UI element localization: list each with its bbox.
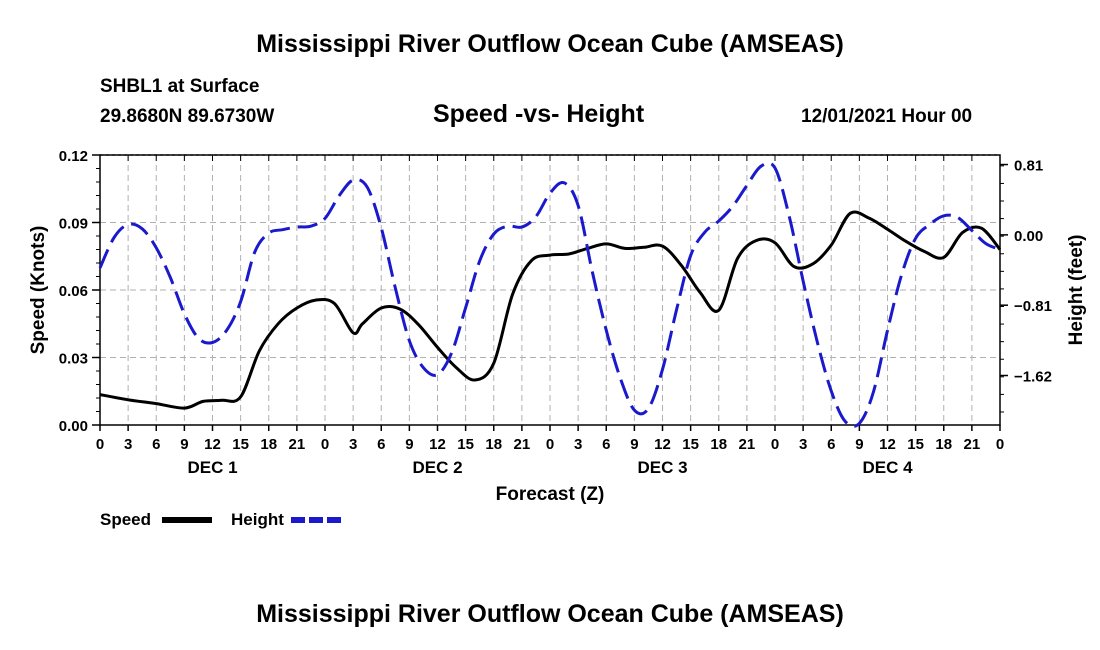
y-axis-label: Speed (Knots) — [28, 226, 49, 355]
x-tick-label: 9 — [180, 436, 188, 453]
x-tick-label: 18 — [485, 436, 502, 453]
chart-subtitle: Speed -vs- Height — [433, 100, 645, 128]
series-line-speed — [99, 210, 1002, 410]
x-tick-label: 12 — [204, 436, 221, 453]
x-tick-label: 6 — [377, 436, 385, 453]
x-axis-label: Forecast (Z) — [496, 484, 605, 505]
right-axis: 0.81 0.00 −0.81 −1.62 — [1000, 158, 1052, 413]
x-tick-label: 0 — [321, 436, 329, 453]
x-tick-label: 15 — [682, 436, 699, 453]
y2-tick-label: −0.81 — [1014, 298, 1052, 315]
y2-tick-label: −1.62 — [1014, 369, 1052, 386]
x-tick-label: 3 — [799, 436, 807, 453]
x-tick-label: 0 — [546, 436, 554, 453]
x-tick-label: 12 — [879, 436, 896, 453]
legend: Speed Height — [100, 510, 343, 529]
repeated-title: Mississippi River Outflow Ocean Cube (AM… — [256, 600, 844, 628]
x-tick-label: 21 — [514, 436, 531, 453]
left-axis: 0.00 0.03 0.06 0.09 0.12 — [59, 148, 100, 435]
x-tick-label: 6 — [152, 436, 160, 453]
coordinates-label: 29.8680N 89.6730W — [100, 106, 275, 127]
x-tick-label: 12 — [654, 436, 671, 453]
x-tick-label: 9 — [405, 436, 413, 453]
y-tick-label: 0.09 — [59, 216, 88, 233]
day-label: DEC 2 — [412, 458, 462, 477]
x-tick-label: 3 — [574, 436, 582, 453]
legend-label-speed: Speed — [100, 510, 151, 529]
y2-tick-label: 0.00 — [1014, 228, 1043, 245]
y-tick-label: 0.06 — [59, 283, 88, 300]
day-label: DEC 1 — [187, 458, 237, 477]
legend-label-height: Height — [231, 510, 284, 529]
y-tick-label: 0.12 — [59, 148, 88, 165]
x-axis: 0 3 6 9 12 15 18 21 0 3 6 9 12 15 18 21 0 3 6 9 12 15 18 21 0 3 6 9… — [96, 155, 1004, 477]
x-tick-label: 21 — [964, 436, 981, 453]
x-tick-label: 21 — [739, 436, 756, 453]
x-tick-label: 6 — [827, 436, 835, 453]
x-tick-label: 3 — [124, 436, 132, 453]
day-label: DEC 4 — [862, 458, 913, 477]
x-tick-label: 9 — [855, 436, 863, 453]
x-tick-label: 0 — [771, 436, 779, 453]
y2-axis-label: Height (feet) — [1066, 235, 1087, 346]
chart-main-title: Mississippi River Outflow Ocean Cube (AM… — [256, 30, 844, 58]
forecast-datetime: 12/01/2021 Hour 00 — [801, 106, 973, 127]
day-label: DEC 3 — [637, 458, 687, 477]
x-tick-label: 0 — [96, 436, 104, 453]
x-tick-label: 15 — [232, 436, 249, 453]
y-tick-label: 0.00 — [59, 418, 88, 435]
grid-lines — [100, 155, 1000, 425]
y-tick-label: 0.03 — [59, 351, 88, 368]
x-tick-label: 18 — [260, 436, 277, 453]
x-tick-label: 12 — [429, 436, 446, 453]
x-tick-label: 6 — [602, 436, 610, 453]
x-tick-label: 15 — [907, 436, 924, 453]
x-tick-label: 0 — [996, 436, 1004, 453]
x-tick-label: 15 — [457, 436, 474, 453]
series-line-height — [98, 161, 1001, 428]
data-series — [98, 161, 1002, 428]
x-tick-label: 9 — [630, 436, 638, 453]
station-label: SHBL1 at Surface — [100, 76, 260, 97]
y2-tick-label: 0.81 — [1014, 158, 1043, 175]
x-tick-label: 18 — [935, 436, 952, 453]
x-tick-label: 3 — [349, 436, 357, 453]
x-tick-label: 21 — [289, 436, 306, 453]
x-tick-label: 18 — [710, 436, 727, 453]
